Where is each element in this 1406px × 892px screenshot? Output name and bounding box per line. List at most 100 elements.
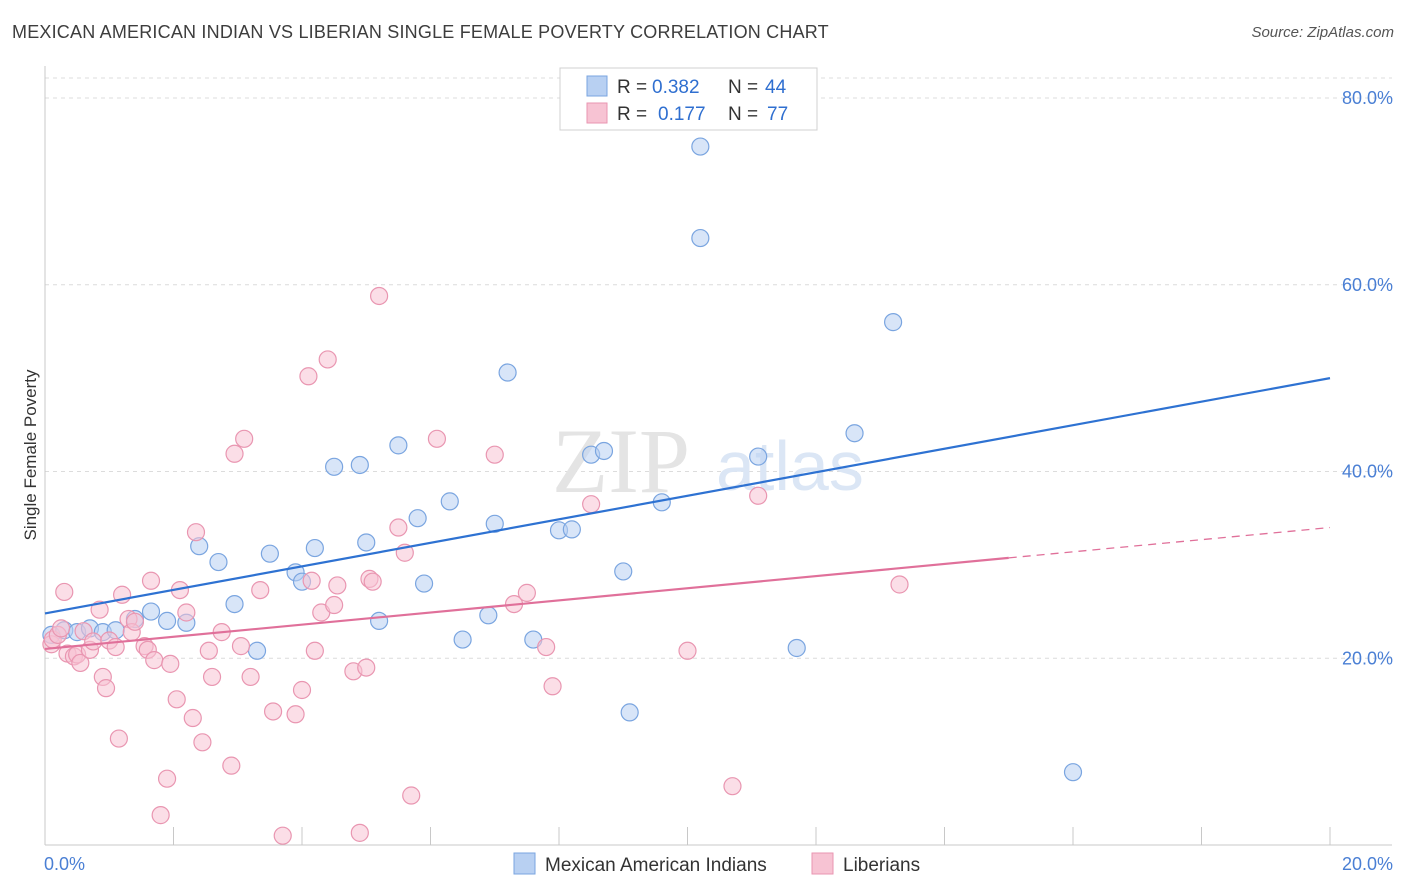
data-point-0-41 [787,638,806,658]
y-tick-label-2: 60.0% [1342,275,1393,295]
data-point-0-44 [1063,763,1083,782]
data-point-1-11 [84,632,103,651]
data-point-0-17 [305,538,324,558]
trend-lines [44,377,1331,651]
data-point-0-40 [749,447,768,466]
legend-r-label-1: R = [617,77,647,98]
data-point-1-35 [199,641,218,660]
data-point-1-59 [363,572,382,591]
data-point-1-25 [145,651,164,670]
data-point-1-45 [273,826,292,845]
legend-r-value-1: 0.382 [652,77,700,98]
legend-swatch-pink [586,102,608,124]
data-point-1-27 [157,769,177,788]
data-point-1-63 [402,786,421,805]
data-point-1-46 [286,705,305,724]
source-label: Source: ZipAtlas.com [1251,24,1394,41]
data-point-1-26 [151,806,170,825]
trend-line-0 [44,377,1331,615]
watermark-zip: ZIP [552,410,690,512]
data-point-0-19 [350,455,369,475]
data-point-1-52 [318,350,337,369]
data-point-0-32 [562,520,581,539]
data-point-0-18 [325,457,344,476]
watermark-atlas: atlas [716,427,864,505]
data-point-0-35 [614,562,633,581]
series-label-liberians: Liberians [843,855,920,876]
data-point-1-60 [370,286,389,306]
y-tick-label-1: 40.0% [1342,462,1393,482]
data-point-1-41 [235,429,254,448]
data-point-0-27 [479,606,498,625]
data-point-1-56 [350,823,369,842]
data-point-1-65 [485,445,504,464]
correlation-legend: R = 0.382 N = 44 R = 0.177 N = 77 [559,67,818,131]
data-point-0-13 [247,641,267,660]
series-points-1 [42,286,909,845]
data-point-0-36 [620,703,639,722]
data-point-1-40 [231,637,251,656]
data-point-0-21 [370,611,389,631]
data-point-1-36 [202,667,222,687]
data-point-1-54 [328,576,347,595]
legend-n-value-1: 44 [765,77,787,98]
series-swatch-mexican-american-indians [513,852,536,875]
trend-line-extension-1 [1008,526,1331,559]
data-point-1-43 [251,580,270,600]
trend-line-1 [44,556,1009,651]
data-point-1-47 [292,680,312,700]
data-point-0-12 [225,594,244,614]
series-label-mexican-american-indians: Mexican American Indians [545,855,767,876]
data-point-1-68 [537,637,556,657]
data-point-1-71 [678,641,697,660]
data-point-1-74 [890,575,909,594]
data-point-1-44 [263,702,283,721]
legend-r-label-2: R = [617,104,647,125]
data-point-1-3 [51,619,71,638]
data-point-0-29 [498,363,517,382]
legend-n-label-1: N = [728,77,758,98]
data-point-1-17 [109,729,128,748]
legend-r-value-2: 0.177 [658,104,706,125]
data-point-0-42 [845,424,864,443]
x-tick-label-0: 0.0% [44,854,85,874]
data-point-0-11 [209,552,228,572]
data-points [42,137,1083,845]
y-tick-labels: 20.0% 40.0% 60.0% 80.0% [1342,88,1393,668]
data-point-1-21 [125,612,145,631]
data-point-1-72 [723,777,742,796]
data-point-0-8 [157,611,177,631]
data-point-0-23 [408,509,427,528]
x-tick-labels: 0.0% 20.0% [44,854,1393,874]
series-swatch-liberians [811,852,834,875]
data-point-1-73 [749,486,768,505]
data-point-1-49 [302,571,321,590]
data-point-1-28 [161,654,180,673]
y-tick-label-0: 20.0% [1342,648,1393,668]
data-point-0-38 [691,228,710,248]
data-point-1-14 [96,679,116,698]
data-point-1-42 [241,667,260,687]
series-legend: Mexican American Indians Liberians [513,852,920,876]
data-point-1-33 [186,523,206,542]
data-point-1-38 [222,756,241,775]
data-point-1-8 [71,653,90,673]
data-point-0-43 [883,313,903,332]
legend-n-label-2: N = [728,104,758,125]
data-point-1-24 [141,571,161,590]
chart-title: MEXICAN AMERICAN INDIAN VS LIBERIAN SING… [12,22,829,42]
data-point-1-61 [389,518,408,537]
grid-lines [45,77,1392,659]
axes [44,66,1392,846]
data-point-1-67 [517,583,536,602]
data-point-0-20 [357,533,376,552]
data-point-1-39 [225,444,244,463]
data-point-1-50 [305,641,324,660]
data-point-1-12 [90,600,109,619]
data-point-1-64 [427,429,447,448]
data-point-0-28 [485,514,504,533]
legend-n-value-2: 77 [767,104,788,125]
data-point-1-34 [193,733,212,752]
legend-swatch-blue [586,75,608,97]
